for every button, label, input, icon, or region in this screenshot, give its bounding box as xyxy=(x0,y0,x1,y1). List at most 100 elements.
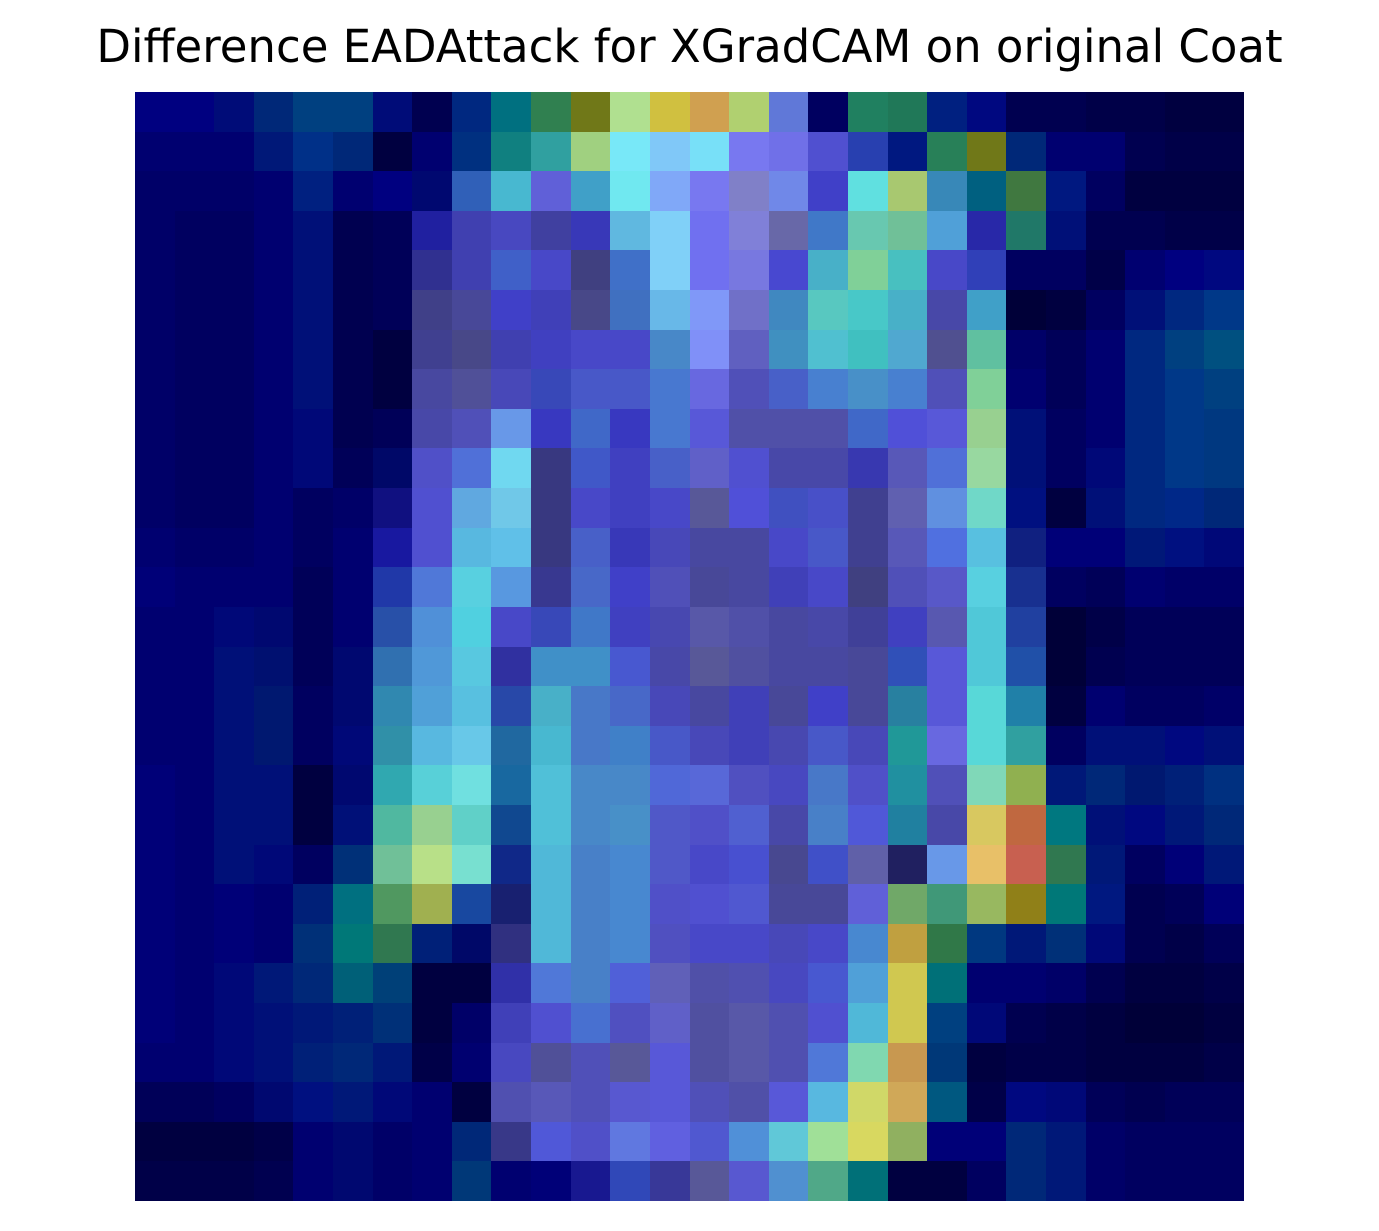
heatmap-cell xyxy=(966,646,1007,687)
heatmap-cell xyxy=(174,844,215,885)
heatmap-cell xyxy=(887,844,928,885)
heatmap-cell xyxy=(253,290,294,330)
heatmap-cell xyxy=(372,963,413,1003)
heatmap-cell xyxy=(531,210,571,251)
heatmap-cell xyxy=(214,210,254,251)
heatmap-cell xyxy=(1164,448,1205,489)
heatmap-cell xyxy=(372,448,413,489)
heatmap-cell xyxy=(729,923,769,964)
heatmap-cell xyxy=(293,963,334,1003)
heatmap-cell xyxy=(1125,923,1165,964)
heatmap-cell xyxy=(1085,290,1126,330)
heatmap-cell xyxy=(531,765,571,805)
heatmap-cell xyxy=(135,210,175,251)
heatmap-cell xyxy=(570,131,611,172)
heatmap-cell xyxy=(174,646,215,687)
heatmap-cell xyxy=(570,606,611,647)
heatmap-cell xyxy=(887,131,928,172)
heatmap-cell xyxy=(689,290,730,330)
heatmap-cell xyxy=(1006,1082,1046,1122)
heatmap-cell xyxy=(729,488,769,528)
heatmap-cell xyxy=(412,686,452,726)
heatmap-cell xyxy=(1164,567,1205,607)
heatmap-cell xyxy=(1164,725,1205,766)
heatmap-cell xyxy=(333,131,373,172)
heatmap-cell xyxy=(649,1002,690,1043)
heatmap-cell xyxy=(1045,329,1086,370)
heatmap-cell xyxy=(214,1082,254,1122)
heatmap-cell xyxy=(293,329,334,370)
heatmap-cell xyxy=(729,448,769,489)
heatmap-cell xyxy=(412,804,452,845)
heatmap-cell xyxy=(1006,606,1046,647)
heatmap-cell xyxy=(1204,488,1244,528)
heatmap-cell xyxy=(253,488,294,528)
heatmap-cell xyxy=(729,1082,769,1122)
heatmap-cell xyxy=(1006,844,1046,885)
heatmap-cell xyxy=(412,408,452,449)
heatmap-cell xyxy=(610,488,650,528)
heatmap-cell xyxy=(1045,686,1086,726)
heatmap-cell xyxy=(531,606,571,647)
heatmap-cell xyxy=(1204,290,1244,330)
heatmap-cell xyxy=(135,1161,175,1201)
heatmap-cell xyxy=(333,606,373,647)
heatmap-cell xyxy=(135,844,175,885)
heatmap-cell xyxy=(372,1121,413,1162)
heatmap-cell xyxy=(214,290,254,330)
heatmap-cell xyxy=(135,606,175,647)
heatmap-cell xyxy=(808,606,848,647)
heatmap-cell xyxy=(1125,92,1165,132)
heatmap-cell xyxy=(214,171,254,211)
heatmap-cell xyxy=(1085,567,1126,607)
heatmap-cell xyxy=(689,1121,730,1162)
heatmap-cell xyxy=(927,448,967,489)
heatmap-cell xyxy=(847,408,888,449)
heatmap-cell xyxy=(927,250,967,291)
heatmap-cell xyxy=(174,606,215,647)
heatmap-cell xyxy=(372,290,413,330)
heatmap-cell xyxy=(729,804,769,845)
heatmap-cell xyxy=(1045,527,1086,568)
heatmap-cell xyxy=(253,606,294,647)
heatmap-cell xyxy=(531,1042,571,1083)
heatmap-cell xyxy=(1085,606,1126,647)
heatmap-cell xyxy=(768,1121,809,1162)
heatmap-cell xyxy=(135,646,175,687)
heatmap-cell xyxy=(768,448,809,489)
heatmap-cell xyxy=(1164,765,1205,805)
heatmap-cell xyxy=(768,1042,809,1083)
heatmap-cell xyxy=(570,1161,611,1201)
heatmap-cell xyxy=(1204,1002,1244,1043)
heatmap-cell xyxy=(135,1042,175,1083)
heatmap-cell xyxy=(1204,1082,1244,1122)
heatmap-cell xyxy=(531,1002,571,1043)
heatmap-cell xyxy=(927,1002,967,1043)
heatmap-cell xyxy=(451,646,492,687)
heatmap-cell xyxy=(451,884,492,924)
heatmap-cell xyxy=(689,131,730,172)
heatmap-cell xyxy=(570,527,611,568)
heatmap-cell xyxy=(531,844,571,885)
heatmap-cell xyxy=(570,171,611,211)
heatmap-cell xyxy=(847,131,888,172)
heatmap-cell xyxy=(847,210,888,251)
heatmap-cell xyxy=(451,804,492,845)
heatmap-cell xyxy=(1006,488,1046,528)
heatmap-cell xyxy=(610,804,650,845)
heatmap-cell xyxy=(847,250,888,291)
heatmap-cell xyxy=(610,844,650,885)
heatmap-cell xyxy=(847,765,888,805)
heatmap-cell xyxy=(293,765,334,805)
heatmap-cell xyxy=(610,92,650,132)
heatmap-cell xyxy=(293,1082,334,1122)
heatmap-cell xyxy=(768,1002,809,1043)
heatmap-cell xyxy=(966,567,1007,607)
heatmap-cell xyxy=(451,923,492,964)
heatmap-cell xyxy=(729,606,769,647)
heatmap-cell xyxy=(491,131,532,172)
heatmap-cell xyxy=(491,844,532,885)
heatmap-cell xyxy=(531,923,571,964)
heatmap-cell xyxy=(966,1042,1007,1083)
heatmap-cell xyxy=(1204,646,1244,687)
